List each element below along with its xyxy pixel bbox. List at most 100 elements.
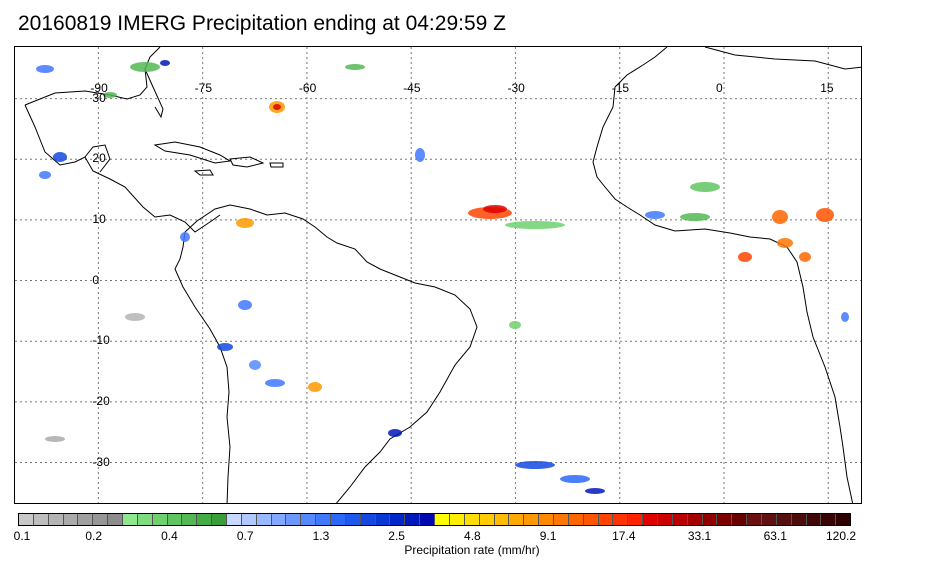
longitude-label: -60 — [298, 81, 317, 95]
precipitation-cell — [53, 152, 67, 162]
precipitation-cell — [217, 343, 233, 351]
colorbar-swatch — [479, 514, 495, 525]
colorbar-tick-label: 0.4 — [161, 529, 178, 543]
yucatan — [84, 144, 111, 173]
west-africa — [592, 86, 854, 503]
colorbar-swatch — [331, 514, 346, 525]
latitude-label: -30 — [92, 454, 110, 469]
colorbar-swatch — [152, 514, 168, 525]
colorbar-swatch — [613, 514, 629, 525]
longitude-label: -15 — [611, 81, 630, 95]
colorbar-swatch — [197, 514, 213, 525]
colorbar-swatch — [806, 514, 822, 525]
colorbar-swatch — [553, 514, 569, 525]
colorbar-ticks: 0.1 0.2 0.4 0.7 1.3 2.5 4.8 9.1 17.4 33.1 63.1 120.… — [0, 529, 944, 545]
colorbar-swatch — [524, 514, 540, 525]
precipitation-cell — [273, 104, 281, 110]
colorbar-swatch — [108, 514, 124, 525]
precipitation-cell — [388, 429, 402, 437]
colorbar-tick-label: 4.8 — [464, 529, 481, 543]
precipitation-cell — [483, 205, 507, 213]
colorbar-swatch — [420, 514, 436, 525]
longitude-label: -90 — [90, 81, 108, 95]
longitude-label: 15 — [820, 81, 834, 95]
precipitation-cell — [799, 252, 811, 262]
colorbar-swatch — [360, 514, 376, 525]
colorbar-swatch — [449, 514, 465, 525]
precipitation-cell — [130, 62, 160, 72]
longitude-label: 0 — [715, 81, 723, 95]
precipitation-cell — [515, 461, 555, 469]
map-canvas — [15, 47, 861, 503]
hispaniola — [229, 156, 265, 168]
precipitation-cell — [345, 64, 365, 70]
latitude-label: -10 — [92, 333, 110, 348]
colorbar-swatch — [761, 514, 777, 525]
colorbar-swatch — [137, 514, 153, 525]
colorbar-swatch — [316, 514, 332, 525]
precipitation-cell — [415, 148, 425, 162]
latitude-label: 30 — [92, 90, 106, 105]
colorbar-swatch — [390, 514, 406, 525]
precipitation-cell — [645, 211, 665, 219]
precipitation-cell — [103, 92, 117, 98]
colorbar-swatch — [78, 514, 94, 525]
colorbar-swatch — [509, 514, 525, 525]
colorbar-tick-label: 17.4 — [612, 529, 636, 543]
precipitation-cell — [236, 218, 254, 228]
precipitation-cell — [509, 321, 521, 329]
colorbar-swatch — [286, 514, 302, 525]
colorbar-swatch — [345, 514, 361, 525]
colorbar-swatch — [182, 514, 198, 525]
colorbar-swatch — [167, 514, 183, 525]
colorbar — [18, 513, 851, 526]
latitude-label: 0 — [92, 272, 100, 287]
precipitation-cell — [238, 300, 252, 310]
latitude-label: 10 — [92, 211, 106, 226]
colorbar-tick-label: 0.7 — [236, 529, 254, 543]
lat-lon-grid — [15, 47, 861, 503]
colorbar-swatch — [435, 514, 450, 525]
precipitation-cell — [816, 208, 834, 222]
colorbar-swatch — [583, 514, 599, 525]
precipitation-cell — [36, 65, 54, 73]
coastlines — [24, 47, 861, 503]
puerto-rico — [269, 162, 284, 168]
precipitation-cell — [680, 213, 710, 221]
south-america — [184, 204, 478, 503]
precipitation-cell — [125, 313, 145, 321]
colorbar-swatch — [123, 514, 138, 525]
precipitation-cell — [160, 60, 170, 66]
colorbar-swatch — [464, 514, 480, 525]
precipitation-cell — [690, 182, 720, 192]
florida — [144, 68, 164, 119]
precipitation-cell — [249, 360, 261, 370]
colorbar-swatch — [821, 514, 837, 525]
precipitation-cell — [560, 475, 590, 483]
colorbar-tick-label: 2.5 — [388, 529, 405, 543]
longitude-label: -45 — [403, 81, 421, 95]
colorbar-tick-label: 33.1 — [687, 529, 712, 543]
colorbar-swatch — [405, 514, 421, 525]
cuba — [153, 141, 232, 164]
colorbar-swatch — [628, 514, 644, 525]
colorbar-tick-label: 0.1 — [13, 529, 31, 543]
colorbar-swatch — [256, 514, 272, 525]
colorbar-swatch — [568, 514, 584, 525]
map-title: 20160819 IMERG Precipitation ending at 0… — [18, 12, 506, 35]
colorbar-swatch — [227, 514, 242, 525]
precipitation-cell — [841, 312, 849, 322]
colorbar-swatch — [717, 514, 733, 525]
colorbar-tick-label: 120.2 — [825, 529, 857, 543]
colorbar-swatch — [539, 514, 554, 525]
colorbar-tick-label: 63.1 — [763, 529, 787, 543]
colorbar-swatch — [93, 514, 109, 525]
precipitation-map: -90 -75 -60 -45 -30 -15 0 15 30 20 10 0 -10 -20 -30 — [14, 46, 862, 504]
colorbar-swatch — [672, 514, 688, 525]
colorbar-swatch — [643, 514, 658, 525]
longitude-label: -30 — [507, 81, 525, 95]
colorbar-label: Precipitation rate (mm/hr) — [404, 543, 540, 557]
colorbar-swatch — [241, 514, 257, 525]
colorbar-swatch — [598, 514, 614, 525]
colorbar-swatch — [19, 514, 34, 525]
